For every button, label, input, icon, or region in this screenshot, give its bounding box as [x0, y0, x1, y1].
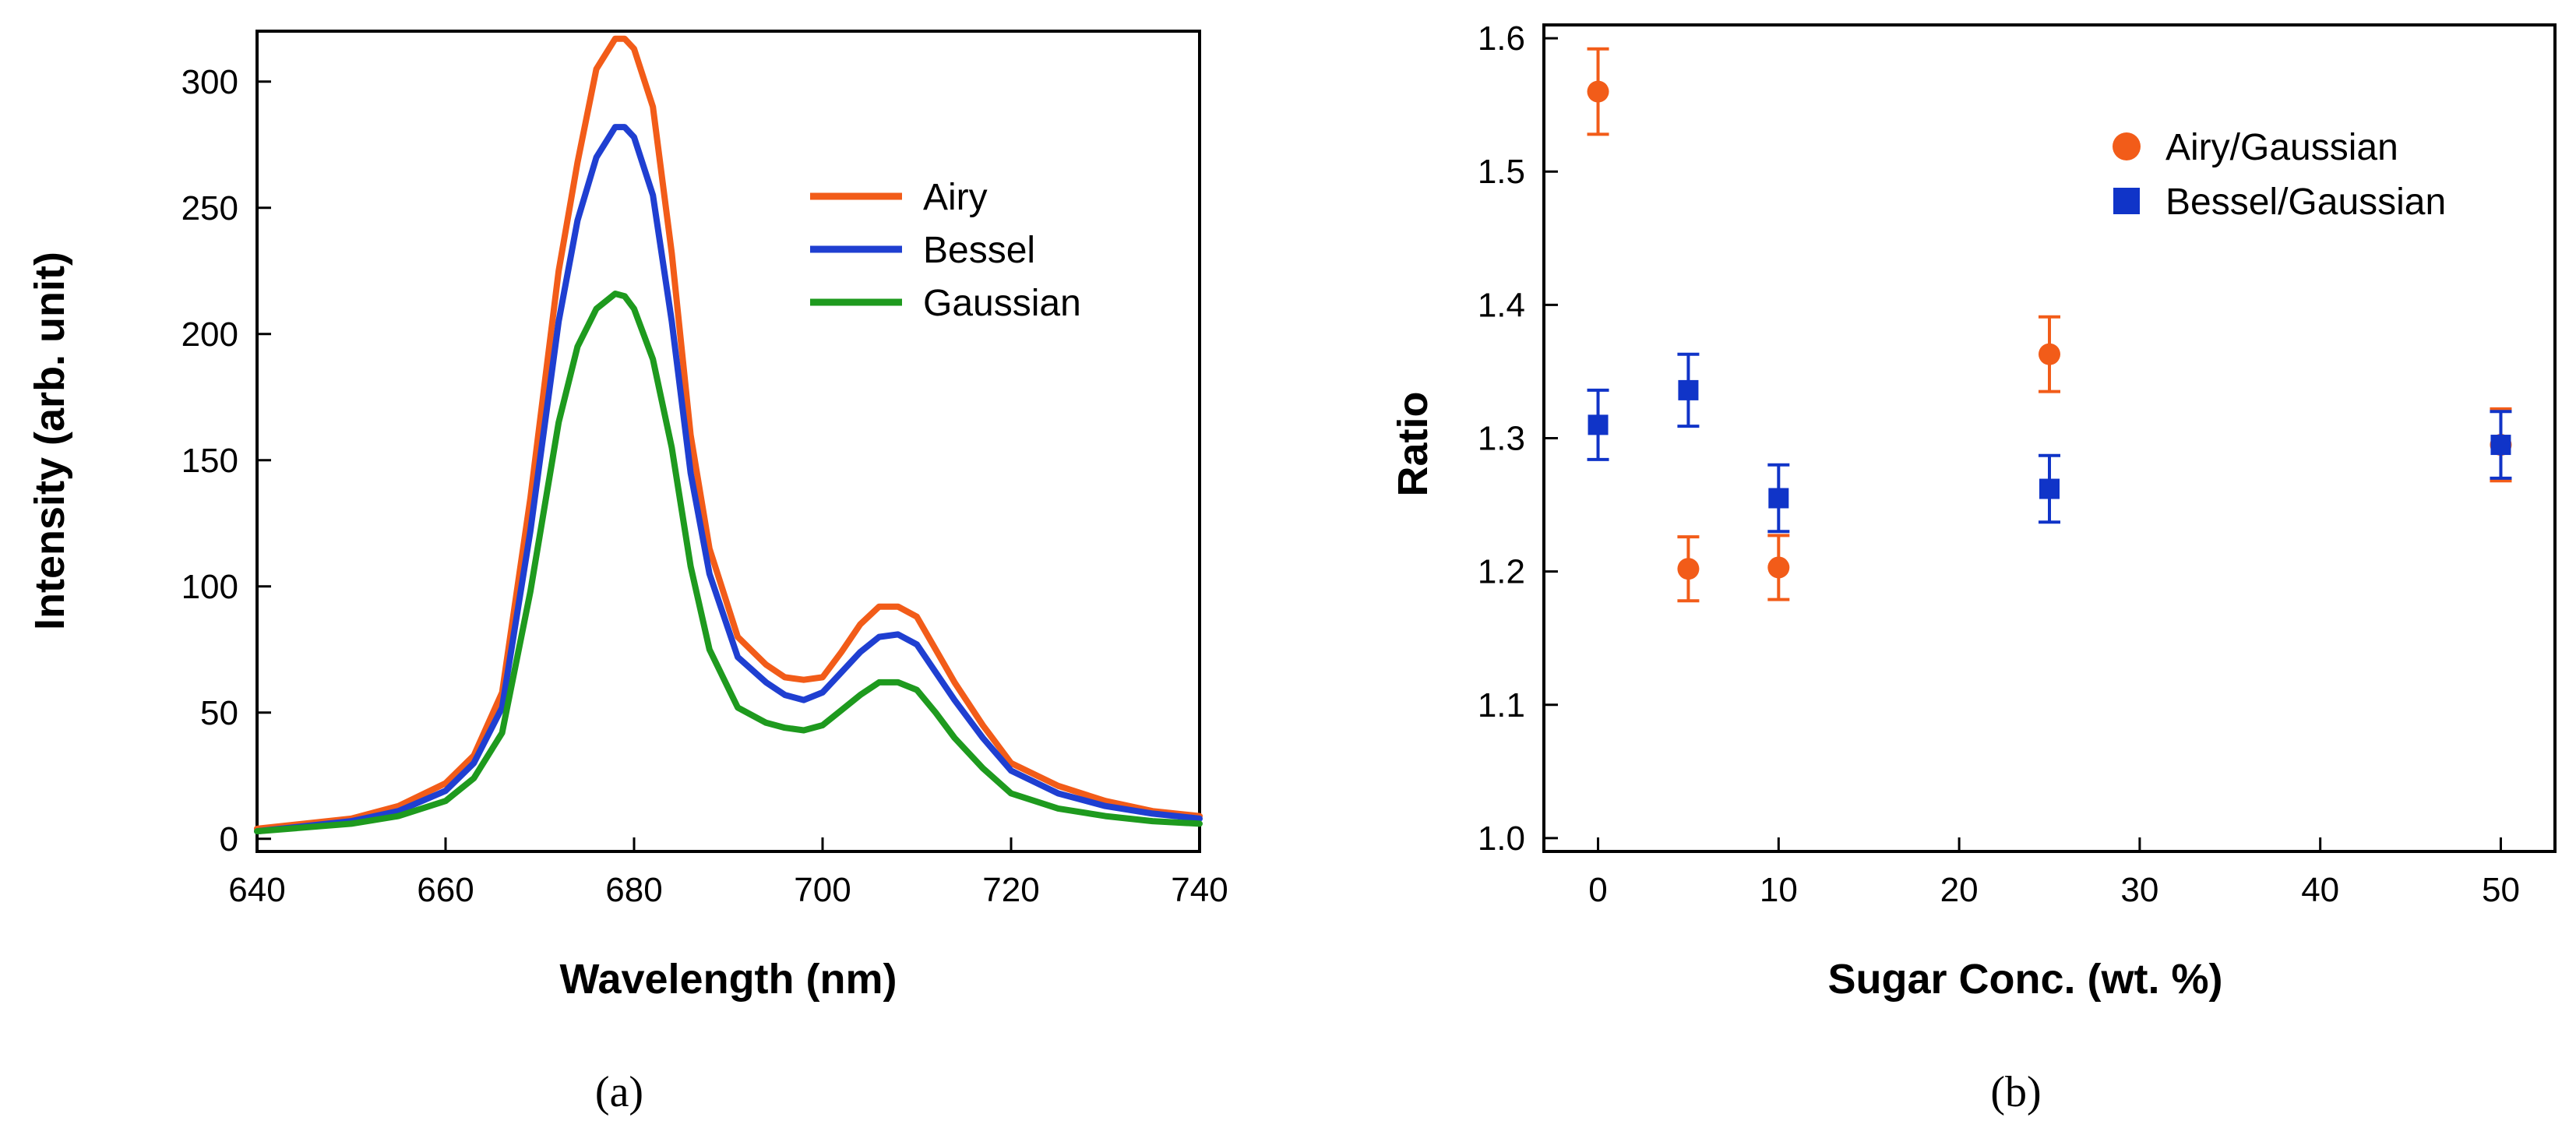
data-point-bessel-gaussian: [2039, 478, 2060, 499]
legend-label-airy: Airy: [923, 177, 988, 218]
panel-b-caption: (b): [1990, 1068, 2041, 1116]
data-point-airy-gaussian: [1677, 558, 1700, 580]
panel-a-y-tick-label: 50: [200, 694, 238, 732]
legend-label-bessel-gaussian: Bessel/Gaussian: [2165, 182, 2446, 223]
panel-a-x-tick-label: 740: [1171, 871, 1228, 909]
panel-b-ticks: 0 10 20 30 40 50 1.0 1.1 1.2 1.3 1.4 1.5 1.6: [1478, 19, 2520, 909]
panel-a-ticks: 640 660 680 700 720 740 0 50 100 150 200 250 300: [181, 63, 1228, 909]
panel-b-x-tick-label: 30: [2120, 871, 2158, 909]
panel-b-scatter-chart: 0 10 20 30 40 50 1.0 1.1 1.2 1.3 1.4 1.5 1.6 Airy/Ga…: [1390, 19, 2557, 1116]
panel-b-series: [1587, 47, 2512, 603]
legend-marker-bessel-gaussian: [2113, 188, 2140, 214]
panel-b-y-tick-label: 1.5: [1478, 153, 1525, 191]
panel-a-x-tick-label: 680: [605, 871, 662, 909]
panel-b-x-tick-label: 0: [1588, 871, 1607, 909]
panel-a-x-tick-label: 640: [228, 871, 285, 909]
data-point-bessel-gaussian: [1678, 379, 1699, 400]
legend-label-airy-gaussian: Airy/Gaussian: [2165, 127, 2398, 168]
panel-b-x-axis-label: Sugar Conc. (wt. %): [1827, 956, 2222, 1003]
panel-b-legend: Airy/Gaussian Bessel/Gaussian: [2113, 127, 2446, 223]
panel-a-x-tick-label: 720: [982, 871, 1039, 909]
panel-a-y-tick-label: 100: [181, 568, 238, 606]
panel-a-line-chart: 640 660 680 700 720 740 0 50 100 150 200 250 300 Air…: [26, 30, 1228, 1116]
panel-a-y-tick-label: 300: [181, 63, 238, 101]
panel-b-x-tick-label: 50: [2482, 871, 2520, 909]
legend-label-bessel: Bessel: [923, 230, 1035, 271]
panel-b-y-tick-label: 1.2: [1478, 553, 1525, 591]
panel-b-y-tick-label: 1.1: [1478, 686, 1525, 724]
data-point-airy-gaussian: [1767, 556, 1790, 579]
panel-a-y-tick-label: 0: [220, 820, 238, 858]
panel-b-y-tick-label: 1.0: [1478, 820, 1525, 858]
panel-a-x-tick-label: 700: [794, 871, 851, 909]
legend-label-gaussian: Gaussian: [923, 283, 1081, 324]
panel-a-series: [254, 35, 1203, 835]
data-point-bessel-gaussian: [1588, 414, 1609, 435]
series-line-gaussian: [254, 291, 1203, 835]
panel-a-caption: (a): [595, 1068, 643, 1116]
data-point-airy-gaussian: [1587, 80, 1609, 103]
panel-a-x-tick-label: 660: [417, 871, 474, 909]
panel-b-y-tick-label: 1.6: [1478, 19, 1525, 58]
data-point-airy-gaussian: [2039, 343, 2060, 365]
panel-a-y-axis-label: Intensity (arb. unit): [26, 252, 73, 630]
panel-b-x-tick-label: 10: [1760, 871, 1798, 909]
panel-b-y-tick-label: 1.4: [1478, 286, 1525, 324]
panel-a-x-axis-label: Wavelength (nm): [559, 956, 897, 1003]
panel-a-y-tick-label: 150: [181, 442, 238, 480]
series-line-bessel: [254, 124, 1203, 835]
data-point-bessel-gaussian: [2490, 435, 2511, 456]
panel-a-legend: Airy Bessel Gaussian: [810, 177, 1081, 324]
panel-b-plot-frame: [1542, 23, 2557, 853]
panel-a-plot-frame: [255, 30, 1201, 853]
panel-b-x-tick-label: 20: [1940, 871, 1979, 909]
panel-b-y-axis-label: Ratio: [1390, 392, 1436, 497]
panel-a-y-tick-label: 200: [181, 315, 238, 354]
panel-a-y-tick-label: 250: [181, 189, 238, 227]
series-line-airy: [254, 35, 1203, 832]
legend-marker-airy-gaussian: [2113, 132, 2141, 160]
panel-b-y-tick-label: 1.3: [1478, 420, 1525, 458]
panel-b-x-tick-label: 40: [2301, 871, 2339, 909]
data-point-bessel-gaussian: [1768, 488, 1789, 509]
